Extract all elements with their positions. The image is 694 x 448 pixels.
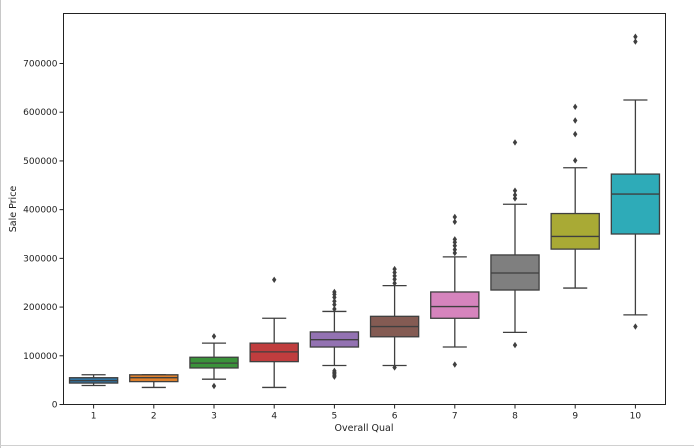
outlier-point (332, 367, 337, 375)
outlier-point (573, 103, 578, 111)
y-axis: 0 100000 200000 300000 400000 500000 600000 700… (23, 60, 64, 411)
outlier-point (633, 33, 638, 40)
box-group (68, 374, 119, 387)
outlier-point (392, 269, 397, 276)
outlier-point (452, 242, 457, 249)
box-group (550, 103, 600, 289)
outlier-point (512, 187, 518, 194)
boxes (68, 33, 661, 390)
box-group (309, 288, 360, 380)
box (550, 212, 600, 250)
outlier-point (452, 236, 457, 243)
outlier-point (512, 341, 518, 349)
y-tick-label: 300000 (23, 254, 58, 264)
x-tick-label: 7 (452, 412, 458, 422)
x-tick-label: 1 (91, 412, 97, 422)
y-tick-label: 500000 (23, 157, 58, 167)
y-axis-label: Sale Price (8, 186, 19, 233)
box (610, 173, 661, 235)
plot-area-border (63, 13, 666, 405)
outlier-point (392, 364, 397, 371)
y-tick-label: 0 (52, 401, 58, 411)
x-tick-label: 6 (392, 412, 398, 422)
outlier-point (573, 157, 578, 164)
outlier-point (573, 130, 578, 138)
box-group (610, 33, 661, 330)
outlier-point (332, 288, 337, 296)
x-axis-label: Overall Qual (335, 423, 394, 434)
box-group (189, 333, 239, 390)
y-tick-label: 600000 (23, 108, 58, 118)
outlier-point (332, 301, 337, 308)
outlier-point (332, 298, 337, 305)
outlier-point (452, 249, 457, 257)
x-tick-label: 9 (572, 412, 578, 422)
box-group (369, 265, 420, 371)
outlier-point (573, 117, 578, 124)
x-tick-label: 4 (271, 412, 277, 422)
y-tick-label: 100000 (23, 352, 58, 362)
outlier-point (452, 361, 457, 368)
outlier-point (392, 265, 397, 273)
outlier-point (392, 280, 397, 287)
x-tick-label: 3 (211, 412, 217, 422)
outlier-point (633, 38, 638, 45)
outlier-point (512, 139, 518, 146)
outlier-point (392, 276, 397, 283)
outlier-point (452, 213, 457, 221)
box-group (490, 139, 540, 349)
x-tick-label: 8 (512, 412, 518, 422)
outlier-point (452, 218, 457, 226)
outlier-point (633, 323, 638, 330)
outlier-point (512, 195, 518, 202)
outlier-point (512, 191, 518, 199)
outlier-point (211, 382, 217, 390)
x-tick-label: 10 (630, 412, 642, 422)
box-group (249, 276, 299, 389)
y-tick-label: 400000 (23, 206, 58, 216)
box-group (430, 213, 480, 368)
box-group (129, 374, 179, 389)
y-tick-label: 200000 (23, 303, 58, 313)
x-tick-label: 2 (151, 412, 157, 422)
outlier-point (452, 246, 457, 253)
outlier-point (392, 272, 397, 280)
x-axis: 1 2 3 4 5 6 7 8 9 10 (91, 404, 642, 422)
box (430, 291, 480, 319)
x-tick-label: 5 (332, 412, 338, 422)
outlier-point (211, 333, 217, 340)
outlier-point (272, 276, 277, 283)
outlier-point (332, 305, 337, 313)
y-tick-label: 700000 (23, 60, 58, 70)
